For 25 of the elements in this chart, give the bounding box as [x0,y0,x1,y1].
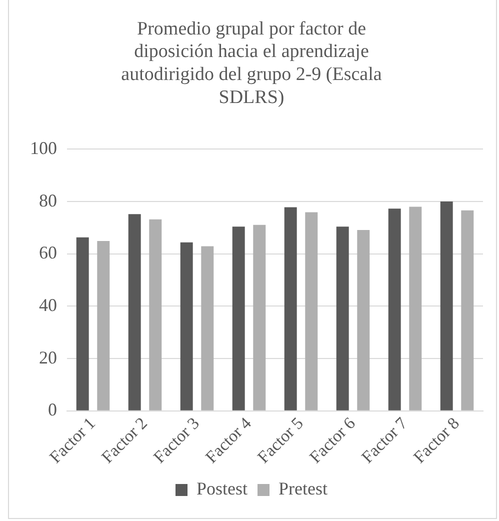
bar [440,202,453,410]
bar [201,246,214,410]
bar [284,207,297,410]
bar [305,212,318,410]
y-tick-label: 80 [39,190,57,210]
legend-label: Pretest [278,478,328,499]
bar [97,241,110,410]
chart-title: Promedio grupal por factor de diposición hacia el aprendizaje autodirigido del grupo 2-9 (Escala SDLRS) [121,18,382,108]
bar [149,219,162,410]
bar [128,214,141,410]
bar [253,224,266,410]
bar [409,206,422,410]
bar [357,230,370,410]
y-tick-label: 20 [39,347,57,368]
bar [336,226,349,410]
y-tick-label: 40 [39,294,57,315]
bar [180,242,193,410]
y-tick-label: 0 [48,400,57,420]
y-tick-label: 60 [39,242,57,263]
y-tick-label: 100 [30,138,57,158]
bar [461,210,474,410]
bar [76,237,89,410]
bar [388,208,401,410]
legend-label: Postest [196,478,248,499]
bar [232,226,245,410]
